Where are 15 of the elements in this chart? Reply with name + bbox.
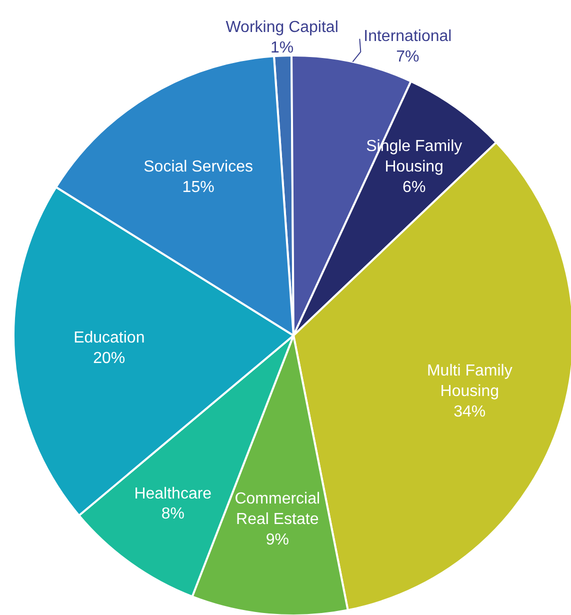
slice-label: Education xyxy=(74,330,145,347)
slice-label: International xyxy=(364,28,452,46)
data-label: 8% xyxy=(161,506,184,523)
data-label: 7% xyxy=(396,48,420,66)
slice-label: Working Capital xyxy=(226,19,338,36)
slice-label: Commercial Real Estate xyxy=(234,490,320,528)
data-label: 6% xyxy=(402,178,426,196)
slice-label: Healthcare xyxy=(134,485,212,502)
data-label: 9% xyxy=(266,531,289,548)
data-label: 34% xyxy=(454,403,486,420)
data-label: 15% xyxy=(182,178,214,196)
slice-label: Social Services xyxy=(144,158,254,176)
data-label: 20% xyxy=(93,350,126,368)
data-label: 1% xyxy=(270,39,294,56)
slice-label: Multi Family Housing xyxy=(426,362,512,400)
